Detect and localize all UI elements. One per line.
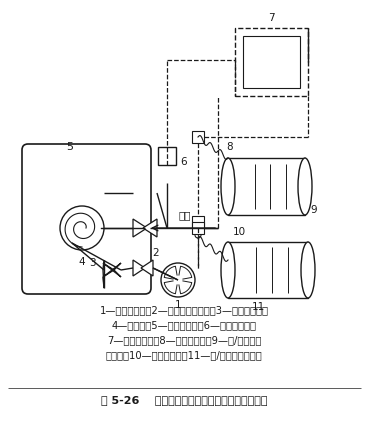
Polygon shape: [103, 263, 121, 277]
Text: 3: 3: [89, 258, 96, 268]
Polygon shape: [133, 260, 145, 276]
Text: 4: 4: [79, 257, 85, 267]
Bar: [243, 36, 300, 88]
Text: 7: 7: [268, 13, 274, 23]
Text: 7—温度控制器；8—温度传感器；9—冷/热水出口: 7—温度控制器；8—温度传感器；9—冷/热水出口: [107, 335, 261, 345]
Bar: [228, 242, 308, 298]
Text: 图 5-26    直燃型机组制冷量自动控制原理示意图: 图 5-26 直燃型机组制冷量自动控制原理示意图: [101, 395, 267, 405]
Text: 1: 1: [175, 300, 181, 310]
Text: 8: 8: [227, 142, 233, 152]
Ellipse shape: [221, 242, 235, 298]
Bar: [192, 222, 204, 234]
Text: 4—燃烧器；5—高压发生器；6—调节电动机；: 4—燃烧器；5—高压发生器；6—调节电动机；: [111, 320, 256, 330]
Bar: [192, 216, 204, 228]
Text: 10: 10: [233, 227, 246, 237]
Text: 1—燃烧器风机；2—空气流量调节阀；3—燃气调节阀；: 1—燃烧器风机；2—空气流量调节阀；3—燃气调节阀；: [100, 305, 269, 315]
Text: 6: 6: [180, 157, 187, 167]
Bar: [158, 147, 176, 165]
Ellipse shape: [221, 158, 235, 215]
Bar: [228, 158, 305, 215]
Bar: [192, 131, 204, 143]
Polygon shape: [133, 219, 147, 237]
Text: 11: 11: [251, 302, 265, 312]
Ellipse shape: [298, 158, 312, 215]
Polygon shape: [143, 219, 157, 237]
Circle shape: [195, 232, 201, 238]
Ellipse shape: [301, 242, 315, 298]
Text: 2: 2: [152, 248, 159, 258]
FancyBboxPatch shape: [22, 144, 151, 294]
Circle shape: [161, 263, 195, 297]
Bar: [235, 28, 308, 96]
Circle shape: [60, 206, 104, 250]
Text: 连接管；10—温度传感器；11—冷/热水进口连接管: 连接管；10—温度传感器；11—冷/热水进口连接管: [106, 350, 262, 360]
Text: 5: 5: [66, 142, 73, 152]
Text: 燃料: 燃料: [179, 210, 191, 220]
Text: 9: 9: [310, 205, 317, 215]
Polygon shape: [141, 260, 153, 276]
Polygon shape: [103, 263, 121, 277]
